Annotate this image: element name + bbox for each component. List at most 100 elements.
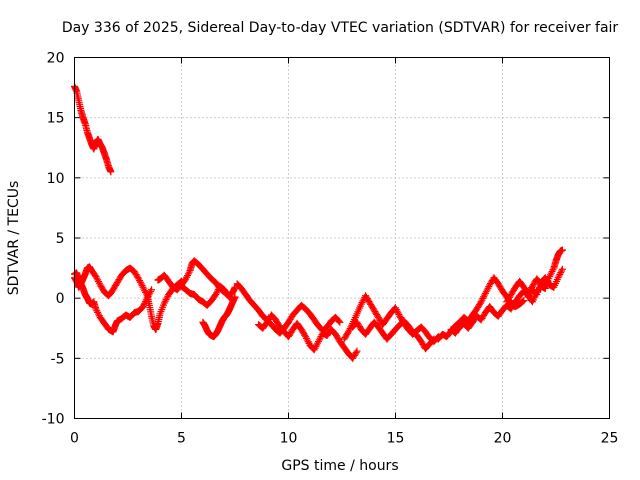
data-point (520, 297, 528, 305)
data-point (139, 283, 147, 291)
data-point (316, 334, 324, 342)
x-tick-label: 5 (177, 431, 186, 447)
data-point (357, 300, 365, 308)
y-tick-label: -5 (51, 351, 65, 367)
data-point (344, 328, 352, 336)
data-point (558, 246, 566, 254)
data-point (547, 269, 555, 277)
data-point (314, 337, 322, 345)
data-point (160, 299, 168, 307)
data-point (485, 283, 493, 291)
data-point (532, 290, 540, 298)
data-point (557, 269, 565, 277)
y-tick-label: 5 (56, 231, 65, 247)
data-point (549, 266, 557, 274)
data-point (302, 333, 310, 341)
data-point (184, 270, 192, 278)
x-tick-label: 0 (70, 431, 79, 447)
axis-ticks: 0 5 10 15 20 25 -10 -5 0 5 10 15 20 (42, 51, 619, 447)
data-point (353, 347, 361, 355)
data-point (182, 275, 190, 283)
data-point (142, 290, 150, 298)
data-point (540, 283, 548, 291)
data-point (345, 326, 353, 334)
data-point (311, 344, 319, 352)
data-point (94, 278, 102, 286)
data-point (93, 274, 101, 282)
data-point (302, 334, 310, 342)
data-point (140, 285, 148, 293)
data-point (483, 286, 491, 294)
data-point (429, 336, 437, 344)
plot-frame (74, 57, 610, 419)
data-point (162, 296, 170, 304)
data-point (546, 271, 554, 279)
data-points (71, 82, 566, 362)
data-point (134, 273, 142, 281)
x-tick-label: 25 (601, 431, 619, 447)
data-point (479, 294, 487, 302)
data-point (478, 296, 486, 304)
data-point (358, 298, 366, 306)
data-point (136, 278, 144, 286)
data-point (518, 298, 526, 306)
data-point (94, 310, 102, 318)
data-point (310, 346, 318, 354)
data-point (142, 288, 150, 296)
data-point (231, 293, 239, 301)
data-point (139, 303, 147, 311)
y-tick-label: 0 (56, 291, 65, 307)
data-point (304, 338, 312, 346)
data-point (484, 284, 492, 292)
data-point (185, 268, 193, 276)
data-point (141, 287, 149, 295)
data-point (480, 293, 488, 301)
data-point (303, 336, 311, 344)
data-point (94, 276, 102, 284)
x-tick-label: 20 (494, 431, 512, 447)
data-point (107, 168, 115, 176)
data-point (213, 287, 221, 295)
data-point (212, 291, 220, 299)
data-point (147, 287, 155, 295)
data-point (554, 274, 562, 282)
data-point (558, 265, 566, 273)
chart-title: Day 336 of 2025, Sidereal Day-to-day VTE… (62, 20, 619, 36)
data-point (301, 331, 309, 339)
data-point (482, 288, 490, 296)
data-point (315, 336, 323, 344)
data-point (394, 309, 402, 317)
x-axis-label: GPS time / hours (281, 458, 398, 474)
x-tick-label: 15 (387, 431, 405, 447)
data-point (359, 297, 367, 305)
data-point (94, 308, 102, 316)
data-point (476, 299, 484, 307)
data-point (392, 305, 400, 313)
data-point (558, 267, 566, 275)
data-point (137, 280, 145, 288)
data-point (395, 311, 403, 319)
data-point (519, 297, 527, 305)
data-point (336, 318, 344, 326)
data-point (183, 272, 191, 280)
y-tick-label: 20 (47, 51, 65, 67)
y-axis-label: SDTVAR / TECUs (6, 181, 22, 296)
data-point (161, 297, 169, 305)
data-point (481, 291, 489, 299)
data-point (136, 277, 144, 285)
data-point (163, 294, 171, 302)
y-tick-label: -10 (42, 412, 65, 428)
data-point (548, 267, 556, 275)
data-point (213, 289, 221, 297)
data-point (556, 270, 564, 278)
y-tick-label: 10 (47, 171, 65, 187)
data-point (314, 339, 322, 347)
data-point (392, 304, 399, 312)
data-point (92, 305, 100, 313)
data-point (148, 286, 156, 294)
data-point (183, 273, 191, 281)
data-point (93, 307, 101, 315)
data-point (312, 343, 320, 351)
x-tick-label: 10 (280, 431, 298, 447)
